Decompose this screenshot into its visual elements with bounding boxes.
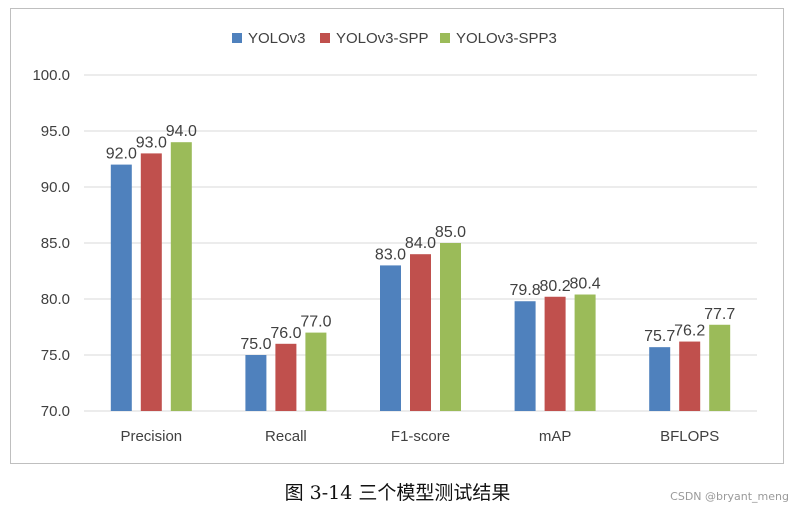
data-label: 85.0 <box>435 224 466 241</box>
data-label: 94.0 <box>166 123 197 140</box>
data-label: 83.0 <box>375 246 406 263</box>
data-label: 92.0 <box>106 146 137 163</box>
bar-chart: 70.0 75.0 80.0 85.0 90.0 95.0 100.0 92.093.094.… <box>32 30 757 445</box>
y-tick-label: 70.0 <box>41 403 70 420</box>
bar <box>140 153 162 411</box>
bar <box>275 343 297 411</box>
y-tick-label: 100.0 <box>32 67 70 84</box>
data-label: 77.7 <box>704 306 735 323</box>
x-tick-label: BFLOPS <box>660 428 719 445</box>
x-tick-label: Recall <box>265 428 307 445</box>
x-tick-label: Precision <box>120 428 182 445</box>
watermark: CSDN @bryant_meng <box>670 490 789 503</box>
bar <box>544 296 566 411</box>
legend-label: YOLOv3-SPP <box>336 30 429 47</box>
data-label: 79.8 <box>510 282 541 299</box>
y-tick-label: 80.0 <box>41 291 70 308</box>
data-label: 80.2 <box>540 278 571 295</box>
bar <box>440 243 461 411</box>
data-label: 75.7 <box>644 328 675 345</box>
bar <box>410 254 431 411</box>
data-label: 76.2 <box>674 323 705 340</box>
bar <box>245 355 267 411</box>
y-tick-label: 85.0 <box>41 235 70 252</box>
data-label: 76.0 <box>270 325 301 342</box>
y-tick-label: 75.0 <box>41 347 70 364</box>
figure-caption: 图 3-14 三个模型测试结果 <box>284 482 511 504</box>
bar <box>170 142 192 411</box>
legend-swatch <box>440 33 450 43</box>
bar <box>709 324 731 411</box>
data-label: 75.0 <box>240 336 271 353</box>
legend-label: YOLOv3-SPP3 <box>456 30 557 47</box>
y-tick-label: 95.0 <box>41 123 70 140</box>
legend-swatch <box>320 33 330 43</box>
bar <box>679 341 701 411</box>
legend-swatch <box>232 33 242 43</box>
x-tick-label: mAP <box>539 428 572 445</box>
data-label: 80.4 <box>570 276 601 293</box>
bar <box>380 265 401 411</box>
bar <box>574 294 596 411</box>
bar <box>305 332 327 411</box>
data-label: 77.0 <box>300 314 331 331</box>
legend-label: YOLOv3 <box>248 30 306 47</box>
y-tick-label: 90.0 <box>41 179 70 196</box>
data-label: 93.0 <box>136 134 167 151</box>
data-label: 84.0 <box>405 235 436 252</box>
bar <box>514 301 536 411</box>
bar <box>110 164 132 411</box>
bar <box>649 347 671 411</box>
x-tick-label: F1-score <box>391 428 450 445</box>
